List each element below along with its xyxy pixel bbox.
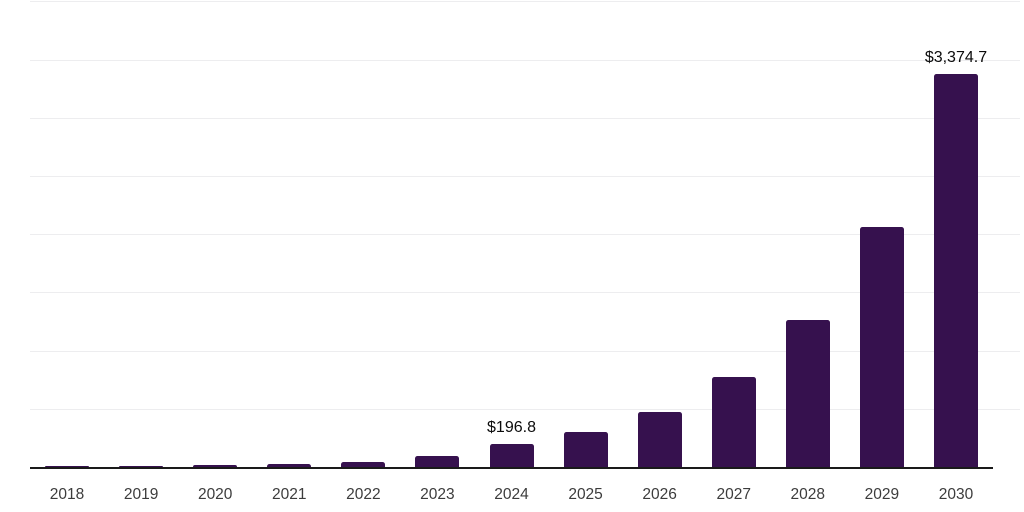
x-tick-label-2020: 2020	[197, 486, 233, 503]
value-label-2024: $196.8	[487, 419, 536, 437]
x-tick-label-2022: 2022	[346, 486, 381, 503]
x-axis-line	[30, 467, 993, 469]
value-label-2030: $3,374.7	[924, 49, 988, 67]
x-tick-label-2027: 2027	[716, 486, 751, 503]
bar-2027	[711, 377, 756, 467]
bar-2030	[933, 74, 978, 467]
bar-2018	[45, 466, 90, 467]
x-tick-label-2029: 2029	[864, 486, 900, 503]
gridline-2500	[30, 176, 1020, 177]
gridline-3500	[30, 59, 1020, 61]
bar-2022	[341, 461, 386, 467]
x-tick-label-2021: 2021	[272, 486, 307, 503]
bar-2029	[859, 227, 904, 467]
gridline-1500	[30, 292, 1020, 294]
x-tick-label-2028: 2028	[790, 486, 826, 503]
x-tick-label-2026: 2026	[642, 486, 677, 503]
bar-2021	[267, 463, 312, 467]
x-tick-label-2024: 2024	[494, 486, 529, 503]
bar-2026	[637, 411, 682, 467]
x-tick-label-2025: 2025	[568, 486, 603, 503]
bar-2023	[415, 455, 460, 467]
x-tick-label-2030: 2030	[938, 486, 974, 503]
gridline-1000	[30, 350, 1020, 352]
bar-2020	[193, 464, 238, 467]
gridline-3000	[30, 117, 1020, 119]
x-tick-label-2019: 2019	[123, 486, 159, 503]
bar-2028	[785, 320, 830, 467]
gridline-4000	[30, 1, 1020, 3]
x-tick-label-2018: 2018	[49, 486, 85, 503]
gridline-500	[30, 408, 1020, 410]
gridline-2000	[30, 234, 1020, 236]
bar-2025	[563, 432, 608, 467]
bar-2019	[119, 465, 164, 467]
bar-2024	[489, 444, 534, 467]
x-tick-label-2023: 2023	[420, 486, 455, 503]
